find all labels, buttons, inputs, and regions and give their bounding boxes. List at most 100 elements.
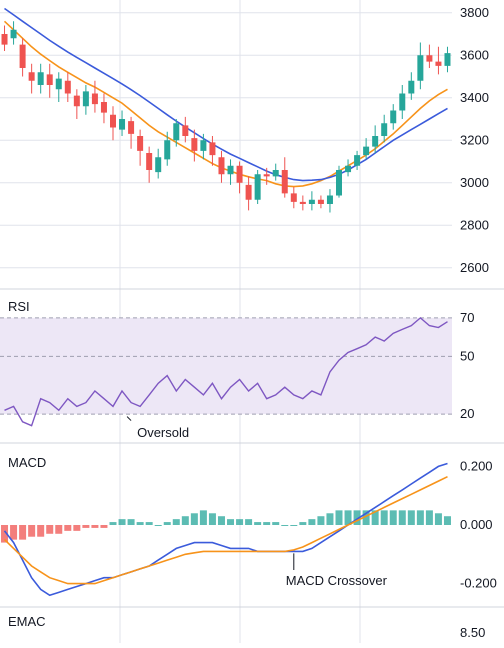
macd-hist-bar-31 bbox=[281, 525, 289, 526]
candle-body-3 bbox=[28, 72, 35, 81]
price-tick-label-1: 3600 bbox=[460, 47, 489, 62]
candle-body-47 bbox=[426, 55, 433, 62]
candle-body-31 bbox=[281, 170, 288, 194]
rsi-tick-label-1: 50 bbox=[460, 348, 474, 363]
macd-hist-bar-2 bbox=[19, 525, 27, 540]
candle-body-5 bbox=[46, 74, 53, 85]
candle-body-26 bbox=[236, 165, 243, 183]
rsi-tick-label-0: 70 bbox=[460, 310, 474, 325]
macd-tick-label-1: 0.000 bbox=[460, 517, 493, 532]
macd-hist-bar-20 bbox=[181, 516, 189, 525]
candle-body-39 bbox=[354, 155, 361, 166]
macd-hist-bar-48 bbox=[434, 513, 442, 525]
macd-hist-bar-46 bbox=[416, 510, 424, 525]
macd-hist-bar-17 bbox=[154, 525, 162, 526]
macd-hist-bar-43 bbox=[389, 510, 397, 525]
price-tick-label-3: 3200 bbox=[460, 132, 489, 147]
macd-hist-bar-22 bbox=[199, 510, 207, 525]
macd-hist-bar-28 bbox=[254, 522, 262, 525]
macd-hist-bar-18 bbox=[163, 522, 171, 525]
macd-hist-bar-16 bbox=[145, 522, 153, 525]
macd-hist-bar-11 bbox=[100, 525, 108, 528]
candle-body-34 bbox=[308, 199, 315, 204]
macd-annotation-0: MACD Crossover bbox=[286, 573, 388, 588]
macd-hist-bar-45 bbox=[407, 510, 415, 525]
candle-body-10 bbox=[91, 93, 98, 105]
rsi-panel bbox=[0, 316, 452, 427]
macd-hist-bar-32 bbox=[290, 525, 298, 526]
candle-body-6 bbox=[55, 78, 62, 90]
rsi-tick-label-2: 20 bbox=[460, 406, 474, 421]
macd-hist-bar-19 bbox=[172, 519, 180, 525]
macd-hist-bar-40 bbox=[362, 510, 370, 525]
candle-body-24 bbox=[218, 157, 225, 175]
macd-line-macd bbox=[3, 462, 448, 597]
candle-body-2 bbox=[19, 44, 26, 68]
candle-body-9 bbox=[82, 91, 89, 107]
rsi-annotation-0: Oversold bbox=[137, 425, 189, 440]
macd-hist-bar-24 bbox=[217, 516, 225, 525]
macd-hist-bar-38 bbox=[344, 510, 352, 525]
candle-body-43 bbox=[390, 110, 397, 124]
candle-body-35 bbox=[317, 199, 324, 204]
candle-body-48 bbox=[435, 61, 442, 66]
macd-hist-bar-8 bbox=[73, 525, 81, 531]
emac-tick-label-0: 8.50 bbox=[460, 625, 485, 640]
macd-hist-bar-7 bbox=[64, 525, 72, 531]
macd-hist-bar-5 bbox=[46, 525, 54, 534]
emac-title: EMAC bbox=[8, 614, 46, 629]
candle-body-27 bbox=[245, 184, 252, 200]
candle-body-41 bbox=[372, 136, 379, 147]
macd-hist-bar-14 bbox=[127, 519, 135, 525]
candle-body-29 bbox=[263, 174, 270, 177]
rsi-band bbox=[0, 317, 452, 415]
macd-panel bbox=[1, 462, 451, 597]
macd-line-signal bbox=[3, 475, 448, 585]
macd-hist-bar-10 bbox=[91, 525, 99, 528]
macd-hist-bar-26 bbox=[236, 519, 244, 525]
candle-body-17 bbox=[155, 157, 162, 173]
axis-labels: 3800 3600 3400 3200 3000 2800 2600 RSI 70 50 20 Ove… bbox=[8, 5, 497, 640]
candle-body-11 bbox=[100, 102, 107, 113]
rsi-annotation-leader-0 bbox=[126, 416, 132, 421]
candle-body-13 bbox=[119, 119, 126, 130]
macd-hist-bar-41 bbox=[371, 510, 379, 525]
candle-body-4 bbox=[37, 72, 44, 85]
candle-body-38 bbox=[345, 165, 352, 173]
macd-hist-bar-44 bbox=[398, 510, 406, 525]
ema-line-ema_slow bbox=[4, 7, 448, 182]
macd-tick-label-0: 0.200 bbox=[460, 458, 493, 473]
price-tick-label-5: 2800 bbox=[460, 217, 489, 232]
candle-body-44 bbox=[399, 93, 406, 111]
macd-hist-bar-30 bbox=[272, 522, 280, 525]
macd-hist-bar-21 bbox=[190, 513, 198, 525]
macd-title: MACD bbox=[8, 455, 46, 470]
rsi-line bbox=[4, 316, 448, 427]
candle-body-1 bbox=[10, 29, 17, 39]
macd-hist-bar-42 bbox=[380, 510, 388, 525]
macd-tick-label-2: -0.200 bbox=[460, 576, 497, 591]
macd-hist-bar-47 bbox=[425, 510, 433, 525]
candle-body-15 bbox=[137, 136, 144, 151]
candle-body-46 bbox=[417, 55, 424, 81]
price-tick-label-0: 3800 bbox=[460, 5, 489, 20]
candle-body-49 bbox=[444, 53, 451, 66]
candle-body-42 bbox=[381, 123, 388, 136]
macd-hist-bar-9 bbox=[82, 525, 90, 528]
macd-hist-bar-1 bbox=[10, 525, 18, 540]
macd-hist-bar-37 bbox=[335, 510, 343, 525]
candle-body-19 bbox=[173, 123, 180, 141]
candle-body-16 bbox=[146, 153, 153, 170]
candle-body-40 bbox=[363, 146, 370, 156]
rsi-title: RSI bbox=[8, 299, 30, 314]
macd-hist-bar-49 bbox=[443, 516, 451, 525]
macd-hist-bar-35 bbox=[317, 516, 325, 525]
macd-hist-bar-34 bbox=[308, 519, 316, 525]
macd-hist-bar-0 bbox=[1, 525, 9, 543]
price-tick-label-6: 2600 bbox=[460, 260, 489, 275]
candle-body-45 bbox=[408, 80, 415, 94]
candle-body-25 bbox=[227, 165, 234, 175]
candle-body-32 bbox=[290, 193, 297, 202]
